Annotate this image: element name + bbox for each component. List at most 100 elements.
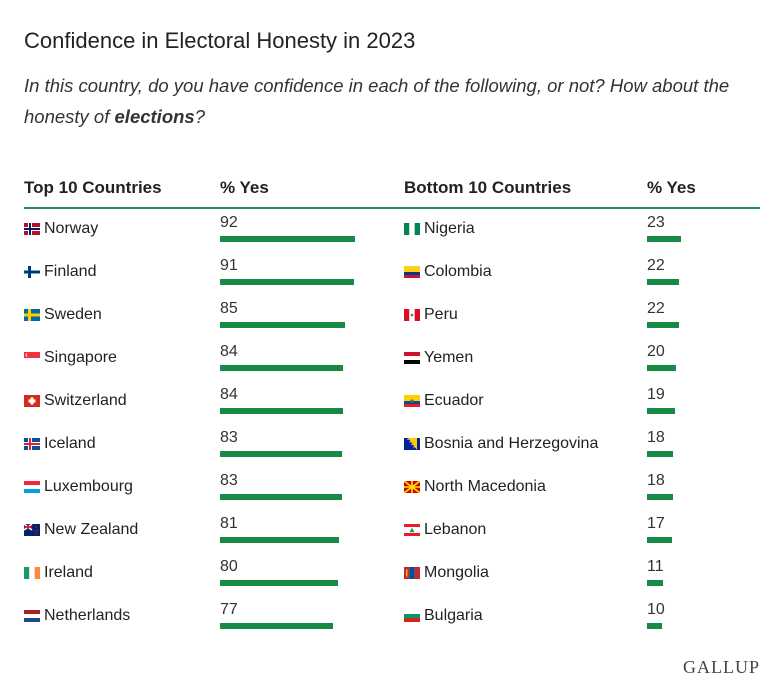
switzerland-flag-icon (24, 395, 40, 407)
bottom-country-name: Yemen (424, 349, 474, 366)
subtitle-emphasis: elections (114, 106, 195, 127)
bottom-value-label: 19 (647, 386, 665, 403)
top-value-label: 83 (220, 472, 238, 489)
yemen-flag-icon (404, 352, 420, 364)
peru-flag-icon (404, 309, 420, 321)
bottom-country-name: Colombia (424, 263, 492, 280)
ireland-flag-icon (24, 567, 40, 579)
top-country-name: Finland (44, 263, 97, 280)
top-country-3: Sweden (24, 306, 102, 324)
bottom-country-name: Ecuador (424, 392, 484, 409)
bottom-country-9: Mongolia (404, 564, 489, 582)
top-bar (220, 537, 339, 543)
top-country-6: Iceland (24, 435, 96, 453)
top-bar (220, 623, 333, 629)
bottom-bar (647, 580, 663, 586)
bottom-country-name: Peru (424, 306, 458, 323)
bottom-bar (647, 451, 673, 457)
bottom-country-name: Mongolia (424, 564, 489, 581)
bottom-country-name: North Macedonia (424, 478, 546, 495)
bottom-value-label: 22 (647, 257, 665, 274)
top-value-label: 84 (220, 343, 238, 360)
top-value-label: 77 (220, 601, 238, 618)
bottom-bar (647, 623, 662, 629)
bottom-country-name: Bulgaria (424, 607, 483, 624)
top-bar (220, 322, 345, 328)
top-value-label: 81 (220, 515, 238, 532)
bottom-country-name: Nigeria (424, 220, 475, 237)
bottom-value-label: 11 (647, 558, 664, 575)
bottom-value-header: % Yes (647, 178, 696, 197)
subtitle-end: ? (194, 106, 206, 127)
top-country-9: Ireland (24, 564, 93, 582)
colombia-flag-icon (404, 266, 420, 278)
bottom-bar (647, 279, 679, 285)
chart-subtitle: In this country, do you have confidence … (24, 70, 764, 132)
finland-flag-icon (24, 266, 40, 278)
luxembourg-flag-icon (24, 481, 40, 493)
top-value-label: 83 (220, 429, 238, 446)
top-bar (220, 236, 355, 242)
top-country-name: Ireland (44, 564, 93, 581)
bottom-country-5: Ecuador (404, 392, 484, 410)
top-bar (220, 408, 343, 414)
north-macedonia-flag-icon (404, 481, 420, 493)
top-countries-header: Top 10 Countries (24, 178, 162, 197)
bottom-country-2: Colombia (404, 263, 492, 281)
top-country-name: New Zealand (44, 521, 139, 538)
top-country-name: Luxembourg (44, 478, 133, 495)
lebanon-flag-icon (404, 524, 420, 536)
bottom-value-label: 23 (647, 214, 665, 231)
top-bar (220, 279, 354, 285)
top-value-label: 84 (220, 386, 238, 403)
bottom-country-8: Lebanon (404, 521, 486, 539)
bottom-bar (647, 537, 672, 543)
bosnia-flag-icon (404, 438, 420, 450)
bottom-value-label: 22 (647, 300, 665, 317)
new-zealand-flag-icon (24, 524, 40, 536)
bottom-countries-header: Bottom 10 Countries (404, 178, 572, 197)
bottom-country-7: North Macedonia (404, 478, 546, 496)
norway-flag-icon (24, 223, 40, 235)
bottom-country-name: Lebanon (424, 521, 487, 538)
top-country-name: Singapore (44, 349, 117, 366)
netherlands-flag-icon (24, 610, 40, 622)
subtitle-text: In this country, do you have confidence … (24, 75, 730, 127)
top-value-header: % Yes (220, 178, 269, 197)
top-country-7: Luxembourg (24, 478, 133, 496)
top-value-label: 91 (220, 257, 238, 274)
top-country-1: Norway (24, 220, 98, 238)
bottom-bar (647, 322, 679, 328)
chart-title: Confidence in Electoral Honesty in 2023 (24, 28, 416, 53)
top-bar (220, 365, 343, 371)
top-country-8: New Zealand (24, 521, 138, 539)
top-country-4: Singapore (24, 349, 117, 367)
bottom-country-3: Peru (404, 306, 458, 324)
top-country-name: Netherlands (44, 607, 131, 624)
top-country-2: Finland (24, 263, 96, 281)
ecuador-flag-icon (404, 395, 420, 407)
bottom-bar (647, 494, 673, 500)
top-country-name: Norway (44, 220, 99, 237)
bottom-value-label: 20 (647, 343, 665, 360)
nigeria-flag-icon (404, 223, 420, 235)
top-country-name: Switzerland (44, 392, 127, 409)
gallup-logo: GALLUP (683, 657, 760, 677)
sweden-flag-icon (24, 309, 40, 321)
bottom-bar (647, 408, 675, 414)
singapore-flag-icon (24, 352, 40, 364)
top-country-name: Iceland (44, 435, 96, 452)
bottom-value-label: 18 (647, 429, 665, 446)
top-value-label: 80 (220, 558, 238, 575)
top-country-5: Switzerland (24, 392, 127, 410)
bottom-country-10: Bulgaria (404, 607, 483, 625)
bottom-value-label: 17 (647, 515, 665, 532)
bottom-country-4: Yemen (404, 349, 473, 367)
bottom-bar (647, 236, 681, 242)
top-bar (220, 580, 338, 586)
mongolia-flag-icon (404, 567, 420, 579)
bulgaria-flag-icon (404, 610, 420, 622)
top-country-10: Netherlands (24, 607, 130, 625)
top-bar (220, 494, 342, 500)
bottom-bar (647, 365, 676, 371)
